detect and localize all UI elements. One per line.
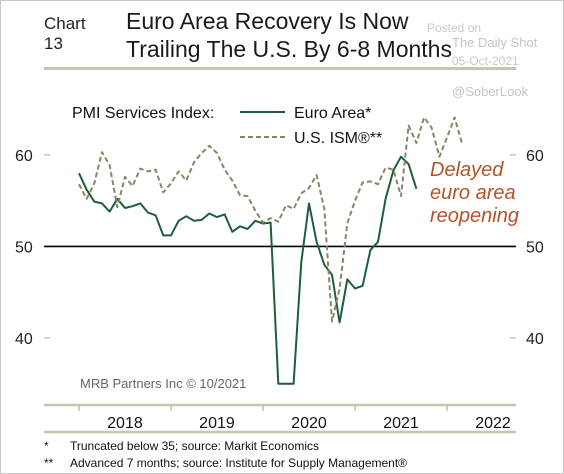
annotation-text-line: reopening — [430, 205, 519, 227]
footnote-2: ** Advanced 7 months; source: Institute f… — [44, 456, 407, 470]
y-tick-label-left: 50 — [15, 239, 33, 256]
x-tick-label: 2021 — [383, 415, 419, 432]
legend-label-euro-area: Euro Area* — [294, 105, 371, 122]
annotation-text-line: Delayed — [430, 159, 504, 181]
x-tick-label: 2022 — [475, 415, 511, 432]
y-tick-label-right: 60 — [526, 148, 544, 165]
series-line-us-ism — [78, 116, 464, 323]
y-tick-label-right: 50 — [526, 239, 544, 256]
legend-label-us-ism: U.S. ISM®** — [294, 130, 382, 147]
y-tick-label-right: 40 — [526, 331, 544, 348]
y-tick-label-left: 60 — [15, 148, 33, 165]
footnote-1-marker: * — [44, 439, 49, 453]
footnote-1-text: Truncated below 35; source: Markit Econo… — [70, 439, 319, 453]
series-layer — [78, 116, 464, 385]
x-tick-label: 2020 — [291, 415, 327, 432]
footnote-1: * Truncated below 35; source: Markit Econ… — [44, 439, 319, 453]
footnote-2-marker: ** — [44, 456, 54, 470]
watermark-date: 05-Oct-2021 — [452, 54, 519, 68]
footnote-2-text: Advanced 7 months; source: Institute for… — [70, 456, 408, 470]
chart-title-line-2: Trailing The U.S. By 6-8 Months — [126, 36, 452, 62]
legend: PMI Services Index: Euro Area* U.S. ISM®** — [72, 105, 382, 147]
axes-layer: 40 40 50 50 60 60 2018 2019 2020 2021 2022 — [15, 148, 544, 434]
series-line-euro-area — [78, 155, 418, 385]
x-tick-label: 2018 — [107, 415, 143, 432]
watermark-posted-on: Posted on — [427, 21, 482, 35]
x-tick-label: 2019 — [199, 415, 235, 432]
source-credit: MRB Partners Inc © 10/2021 — [80, 376, 246, 391]
watermark-source: The Daily Shot — [452, 35, 538, 50]
y-tick-label-left: 40 — [15, 331, 33, 348]
chart-title-line-1: Euro Area Recovery Is Now — [126, 8, 409, 34]
chart-number: Chart 13 — [44, 14, 86, 53]
watermark-handle: @SoberLook — [452, 84, 529, 99]
annotation-text-line: euro area — [430, 182, 516, 204]
legend-title: PMI Services Index: — [72, 105, 214, 122]
title-rule — [44, 67, 516, 70]
